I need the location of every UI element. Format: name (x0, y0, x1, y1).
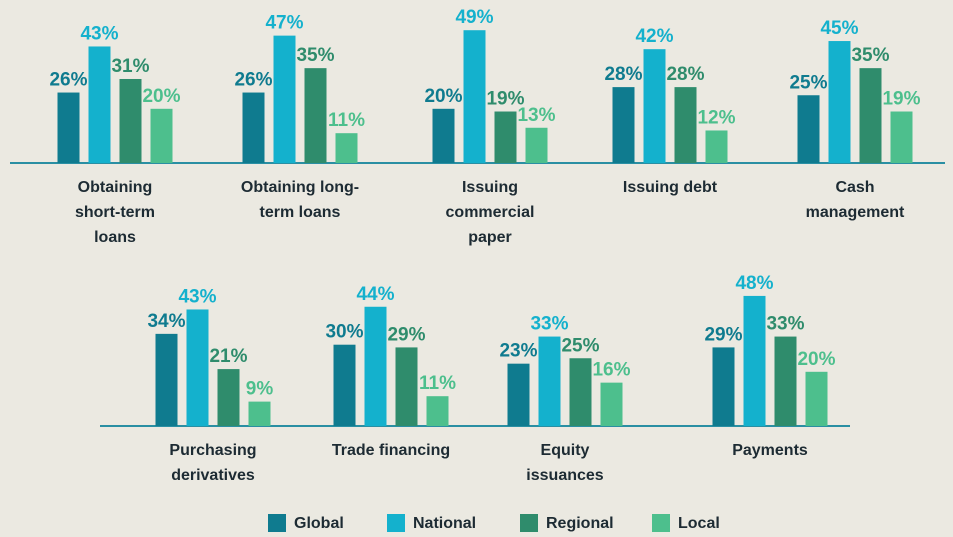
data-label: 48% (735, 273, 773, 294)
bar (57, 92, 80, 163)
bar (890, 111, 913, 163)
data-label: 11% (419, 373, 456, 394)
bar (774, 336, 797, 426)
category-label: Issuing commercial paper (445, 179, 535, 246)
bar (242, 92, 265, 163)
category-label: Purchasing derivatives (169, 442, 257, 484)
bar (119, 78, 142, 163)
bar (426, 396, 449, 426)
data-label: 21% (209, 346, 247, 367)
category-label: Equity issuances (526, 442, 604, 484)
legend-swatch (652, 514, 670, 532)
category-label: Cash management (805, 179, 905, 221)
bar (155, 333, 178, 426)
data-label: 20% (142, 86, 180, 107)
bar (395, 347, 418, 426)
data-label: 28% (666, 64, 704, 85)
data-label: 28% (604, 64, 642, 85)
bar (273, 35, 296, 163)
data-label: 29% (704, 324, 742, 345)
bar (538, 336, 561, 426)
bar (612, 87, 635, 163)
bar (805, 371, 828, 426)
data-label: 29% (387, 324, 425, 345)
data-label: 30% (325, 322, 363, 343)
bar (88, 46, 111, 163)
bar (217, 369, 240, 426)
bar (525, 127, 548, 163)
data-label: 44% (356, 284, 394, 305)
bar (674, 87, 697, 163)
bar (507, 363, 530, 426)
data-label: 20% (797, 349, 835, 370)
data-label: 19% (882, 89, 920, 110)
bar (333, 344, 356, 426)
data-label: 25% (789, 72, 827, 93)
data-label: 49% (455, 7, 493, 28)
bar (248, 401, 271, 426)
category-label: Trade financing (331, 442, 451, 459)
bar (705, 130, 728, 163)
data-label: 9% (246, 379, 274, 400)
data-label: 35% (296, 45, 334, 66)
data-label: 45% (820, 18, 858, 39)
data-label: 47% (265, 13, 303, 34)
bar (432, 108, 455, 163)
legend-swatch (387, 514, 405, 532)
data-label: 11% (328, 110, 365, 131)
legend-swatch (268, 514, 286, 532)
bar (712, 347, 735, 426)
data-label: 25% (561, 335, 599, 356)
data-label: 26% (49, 70, 87, 91)
data-label: 12% (697, 107, 735, 128)
category-label: Obtaining long-term loans (240, 179, 360, 221)
legend-label: National (413, 515, 477, 532)
data-label: 43% (80, 23, 118, 44)
bar (569, 358, 592, 426)
bar (150, 108, 173, 163)
data-label: 16% (592, 360, 630, 381)
data-label: 20% (424, 86, 462, 107)
data-label: 42% (635, 26, 673, 47)
bar (304, 68, 327, 163)
bar (828, 41, 851, 163)
data-label: 34% (147, 311, 185, 332)
bar (643, 49, 666, 163)
data-label: 23% (499, 341, 537, 362)
data-label: 13% (517, 105, 555, 126)
legend-swatch (520, 514, 538, 532)
legend-label: Regional (546, 515, 614, 532)
bar (186, 309, 209, 426)
legend-label: Local (678, 515, 720, 532)
category-label: Obtaining short-term loans (74, 179, 155, 246)
data-label: 19% (486, 89, 524, 110)
data-label: 26% (234, 70, 272, 91)
bar (600, 382, 623, 426)
bar (494, 111, 517, 163)
category-label: Payments (732, 442, 808, 459)
legend-label: Global (294, 515, 344, 532)
bar (859, 68, 882, 163)
bar (364, 306, 387, 426)
category-label: Issuing debt (622, 179, 718, 196)
bar (743, 295, 766, 426)
bar (463, 30, 486, 164)
bar (797, 95, 820, 163)
bar (335, 133, 358, 163)
data-label: 43% (178, 286, 216, 307)
data-label: 33% (530, 314, 568, 335)
data-label: 31% (111, 56, 149, 77)
data-label: 35% (851, 45, 889, 66)
data-label: 33% (766, 314, 804, 335)
